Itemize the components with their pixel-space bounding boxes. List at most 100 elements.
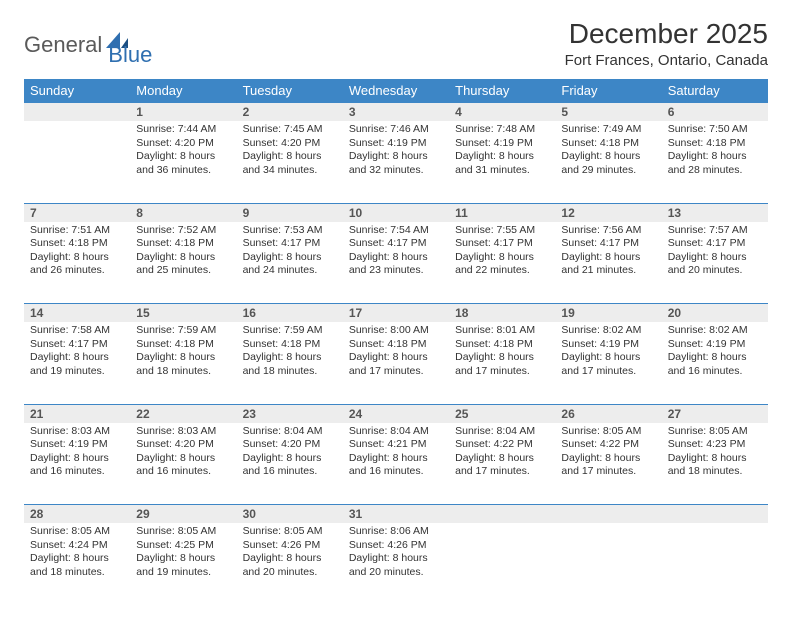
day-number: 30 xyxy=(237,505,343,524)
day-detail: Sunrise: 8:01 AMSunset: 4:18 PMDaylight:… xyxy=(449,322,555,385)
day-detail: Sunrise: 8:02 AMSunset: 4:19 PMDaylight:… xyxy=(662,322,768,385)
day-detail: Sunrise: 7:46 AMSunset: 4:19 PMDaylight:… xyxy=(343,121,449,184)
title-block: December 2025 Fort Frances, Ontario, Can… xyxy=(565,18,768,69)
day-detail: Sunrise: 7:49 AMSunset: 4:18 PMDaylight:… xyxy=(555,121,661,184)
detail-line: Daylight: 8 hours xyxy=(30,351,124,365)
day-number: 16 xyxy=(237,304,343,323)
detail-line: Sunrise: 7:54 AM xyxy=(349,224,443,238)
detail-line: and 17 minutes. xyxy=(561,365,655,379)
day-detail: Sunrise: 7:55 AMSunset: 4:17 PMDaylight:… xyxy=(449,222,555,285)
day-detail xyxy=(449,523,555,531)
dow-header: Thursday xyxy=(449,79,555,103)
day-number xyxy=(662,505,768,524)
day-detail: Sunrise: 8:03 AMSunset: 4:20 PMDaylight:… xyxy=(130,423,236,486)
detail-line: and 32 minutes. xyxy=(349,164,443,178)
day-detail xyxy=(662,523,768,531)
detail-line: Sunrise: 7:50 AM xyxy=(668,123,762,137)
detail-line: Daylight: 8 hours xyxy=(668,150,762,164)
detail-line: Daylight: 8 hours xyxy=(30,552,124,566)
detail-line: Daylight: 8 hours xyxy=(349,251,443,265)
detail-line: and 24 minutes. xyxy=(243,264,337,278)
day-cell: Sunrise: 8:06 AMSunset: 4:26 PMDaylight:… xyxy=(343,523,449,605)
detail-line: Sunrise: 7:44 AM xyxy=(136,123,230,137)
detail-line: Sunrise: 8:05 AM xyxy=(243,525,337,539)
day-number: 14 xyxy=(24,304,130,323)
day-detail: Sunrise: 7:44 AMSunset: 4:20 PMDaylight:… xyxy=(130,121,236,184)
day-number: 8 xyxy=(130,203,236,222)
detail-line: Sunrise: 7:55 AM xyxy=(455,224,549,238)
detail-line: Sunrise: 8:04 AM xyxy=(349,425,443,439)
detail-line: Daylight: 8 hours xyxy=(561,452,655,466)
day-detail: Sunrise: 7:59 AMSunset: 4:18 PMDaylight:… xyxy=(237,322,343,385)
detail-line: and 22 minutes. xyxy=(455,264,549,278)
day-number: 24 xyxy=(343,404,449,423)
detail-line: Sunset: 4:18 PM xyxy=(136,338,230,352)
detail-line: Sunrise: 8:05 AM xyxy=(30,525,124,539)
detail-line: Daylight: 8 hours xyxy=(349,351,443,365)
detail-line: Daylight: 8 hours xyxy=(136,452,230,466)
day-detail: Sunrise: 8:02 AMSunset: 4:19 PMDaylight:… xyxy=(555,322,661,385)
day-number: 17 xyxy=(343,304,449,323)
calendar-table: Sunday Monday Tuesday Wednesday Thursday… xyxy=(24,79,768,605)
logo-word1: General xyxy=(24,34,102,56)
detail-line: and 18 minutes. xyxy=(30,566,124,580)
detail-line: and 17 minutes. xyxy=(561,465,655,479)
week-number-row: 14151617181920 xyxy=(24,304,768,323)
detail-line: and 18 minutes. xyxy=(668,465,762,479)
day-detail xyxy=(24,121,130,129)
detail-line: Daylight: 8 hours xyxy=(349,150,443,164)
day-number: 28 xyxy=(24,505,130,524)
week-detail-row: Sunrise: 8:05 AMSunset: 4:24 PMDaylight:… xyxy=(24,523,768,605)
detail-line: Sunset: 4:18 PM xyxy=(668,137,762,151)
detail-line: and 34 minutes. xyxy=(243,164,337,178)
detail-line: Sunset: 4:17 PM xyxy=(30,338,124,352)
day-cell: Sunrise: 7:50 AMSunset: 4:18 PMDaylight:… xyxy=(662,121,768,203)
day-cell: Sunrise: 8:04 AMSunset: 4:22 PMDaylight:… xyxy=(449,423,555,505)
day-number: 13 xyxy=(662,203,768,222)
detail-line: Sunset: 4:19 PM xyxy=(349,137,443,151)
detail-line: and 28 minutes. xyxy=(668,164,762,178)
day-cell: Sunrise: 7:48 AMSunset: 4:19 PMDaylight:… xyxy=(449,121,555,203)
day-cell: Sunrise: 7:44 AMSunset: 4:20 PMDaylight:… xyxy=(130,121,236,203)
day-cell: Sunrise: 8:02 AMSunset: 4:19 PMDaylight:… xyxy=(555,322,661,404)
detail-line: Sunset: 4:19 PM xyxy=(30,438,124,452)
detail-line: Sunrise: 8:04 AM xyxy=(455,425,549,439)
day-cell: Sunrise: 8:05 AMSunset: 4:22 PMDaylight:… xyxy=(555,423,661,505)
day-number: 10 xyxy=(343,203,449,222)
day-cell: Sunrise: 8:05 AMSunset: 4:26 PMDaylight:… xyxy=(237,523,343,605)
day-cell: Sunrise: 8:05 AMSunset: 4:24 PMDaylight:… xyxy=(24,523,130,605)
detail-line: Sunset: 4:20 PM xyxy=(136,137,230,151)
day-detail: Sunrise: 8:04 AMSunset: 4:22 PMDaylight:… xyxy=(449,423,555,486)
detail-line: and 19 minutes. xyxy=(30,365,124,379)
day-cell: Sunrise: 7:58 AMSunset: 4:17 PMDaylight:… xyxy=(24,322,130,404)
detail-line: Daylight: 8 hours xyxy=(243,552,337,566)
detail-line: Sunset: 4:18 PM xyxy=(455,338,549,352)
detail-line: Daylight: 8 hours xyxy=(136,351,230,365)
day-detail: Sunrise: 8:04 AMSunset: 4:20 PMDaylight:… xyxy=(237,423,343,486)
detail-line: Sunrise: 8:05 AM xyxy=(668,425,762,439)
detail-line: Sunset: 4:18 PM xyxy=(30,237,124,251)
day-detail: Sunrise: 8:00 AMSunset: 4:18 PMDaylight:… xyxy=(343,322,449,385)
detail-line: and 17 minutes. xyxy=(349,365,443,379)
detail-line: Sunrise: 7:56 AM xyxy=(561,224,655,238)
detail-line: and 20 minutes. xyxy=(668,264,762,278)
detail-line: Daylight: 8 hours xyxy=(455,150,549,164)
detail-line: and 20 minutes. xyxy=(349,566,443,580)
dow-row: Sunday Monday Tuesday Wednesday Thursday… xyxy=(24,79,768,103)
day-detail: Sunrise: 7:48 AMSunset: 4:19 PMDaylight:… xyxy=(449,121,555,184)
detail-line: Sunrise: 7:46 AM xyxy=(349,123,443,137)
week-detail-row: Sunrise: 7:44 AMSunset: 4:20 PM Daylight:… xyxy=(24,121,768,203)
day-detail: Sunrise: 8:05 AMSunset: 4:26 PMDaylight:… xyxy=(237,523,343,586)
detail-line: Sunrise: 8:05 AM xyxy=(136,525,230,539)
day-detail: Sunrise: 7:51 AMSunset: 4:18 PMDaylight:… xyxy=(24,222,130,285)
detail-line: Sunset: 4:22 PM xyxy=(455,438,549,452)
day-cell xyxy=(449,523,555,605)
day-detail: Sunrise: 7:56 AMSunset: 4:17 PMDaylight:… xyxy=(555,222,661,285)
day-number: 19 xyxy=(555,304,661,323)
detail-line: Sunrise: 7:53 AM xyxy=(243,224,337,238)
week-detail-row: Sunrise: 7:51 AMSunset: 4:18 PMDaylight:… xyxy=(24,222,768,304)
day-number: 20 xyxy=(662,304,768,323)
detail-line: Sunset: 4:20 PM xyxy=(243,438,337,452)
detail-line: Daylight: 8 hours xyxy=(243,452,337,466)
day-cell: Sunrise: 7:51 AMSunset: 4:18 PMDaylight:… xyxy=(24,222,130,304)
